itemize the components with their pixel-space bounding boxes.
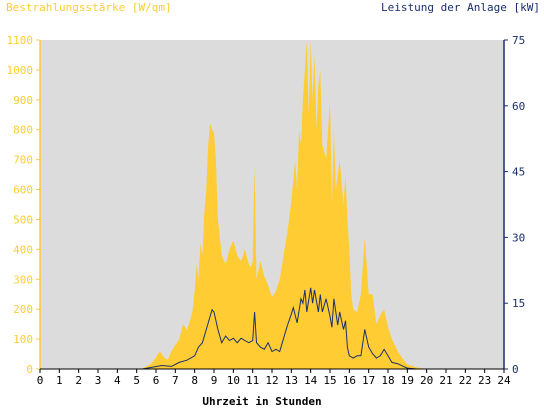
y-left-tick-label: 100 — [13, 333, 33, 346]
x-tick-label: 0 — [37, 374, 44, 387]
x-tick-label: 10 — [227, 374, 240, 387]
y-right-tick-label: 45 — [512, 166, 525, 179]
x-tick-label: 16 — [343, 374, 356, 387]
y-left-tick-label: 1000 — [7, 64, 34, 77]
x-tick-label: 20 — [420, 374, 433, 387]
y-right-tick-label: 60 — [512, 100, 525, 113]
y-left-tick-label: 300 — [13, 273, 33, 286]
x-tick-label: 5 — [133, 374, 140, 387]
irradiance-area — [40, 40, 504, 369]
power-line — [40, 287, 504, 370]
y-left-tick-label: 1100 — [7, 34, 34, 47]
x-tick-label: 18 — [381, 374, 394, 387]
x-tick-label: 9 — [211, 374, 218, 387]
x-tick-label: 3 — [95, 374, 102, 387]
x-tick-label: 7 — [172, 374, 179, 387]
x-tick-label: 24 — [497, 374, 511, 387]
y-left-tick-label: 200 — [13, 303, 33, 316]
x-tick-label: 8 — [191, 374, 198, 387]
y-left-tick-label: 700 — [13, 154, 33, 167]
x-tick-label: 11 — [246, 374, 259, 387]
y-left-tick-label: 400 — [13, 243, 33, 256]
y-left-tick-label: 600 — [13, 184, 33, 197]
series-layer — [40, 40, 504, 370]
x-tick-label: 15 — [323, 374, 336, 387]
x-tick-label: 22 — [459, 374, 472, 387]
y-left-tick-label: 800 — [13, 124, 33, 137]
y-left-tick-label: 500 — [13, 213, 33, 226]
x-tick-label: 1 — [56, 374, 63, 387]
x-tick-label: 4 — [114, 374, 121, 387]
x-tick-label: 17 — [362, 374, 375, 387]
x-tick-label: 13 — [285, 374, 298, 387]
x-axis-label: Uhrzeit in Stunden — [202, 395, 321, 408]
y-right-tick-label: 0 — [512, 363, 519, 376]
x-tick-label: 2 — [75, 374, 82, 387]
x-tick-label: 19 — [401, 374, 414, 387]
x-tick-label: 23 — [478, 374, 491, 387]
y-right-tick-label: 75 — [512, 34, 525, 47]
x-tick-label: 21 — [439, 374, 452, 387]
x-tick-label: 6 — [153, 374, 160, 387]
x-tick-label: 14 — [304, 374, 318, 387]
y-right-tick-label: 15 — [512, 297, 525, 310]
x-tick-label: 12 — [265, 374, 278, 387]
left-axis-title: Bestrahlungsstärke [W/qm] — [6, 1, 172, 14]
right-axis-title: Leistung der Anlage [kW] — [381, 1, 540, 14]
y-right-tick-label: 30 — [512, 231, 525, 244]
y-left-tick-label: 900 — [13, 94, 33, 107]
y-left-tick-label: 0 — [26, 363, 33, 376]
axes-layer: 0100200300400500600700800900100011000153… — [7, 34, 526, 387]
